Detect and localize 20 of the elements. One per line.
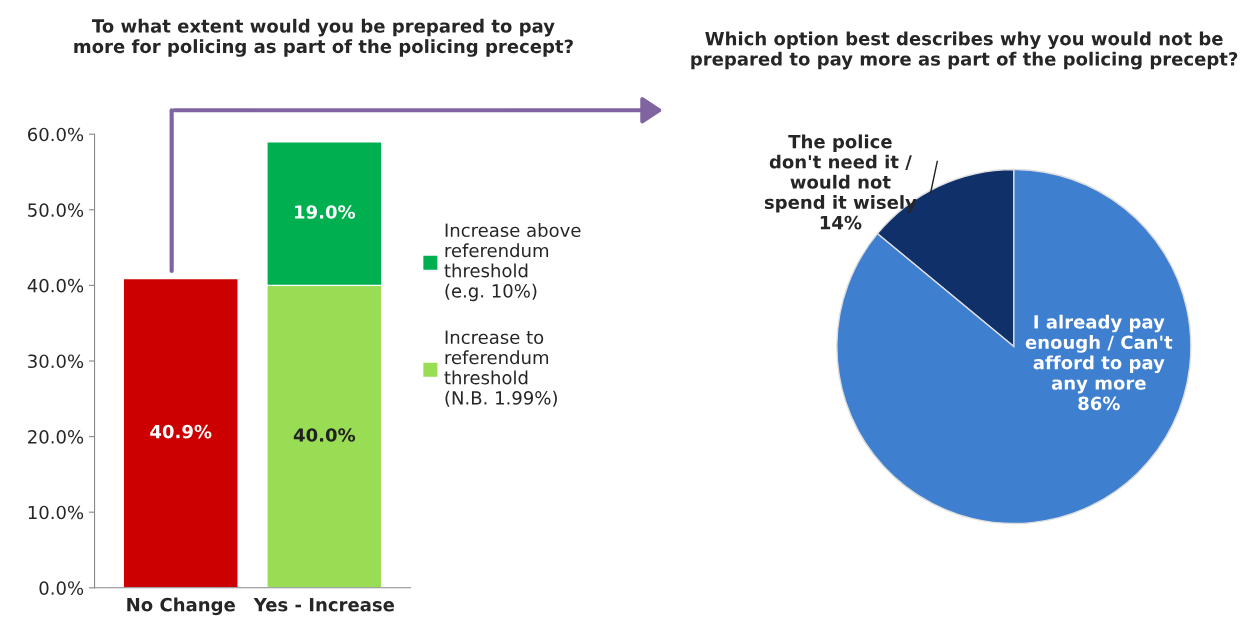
chart-title: To what extent would you be prepared to pay more for policing as part of the policing precept? <box>74 18 573 57</box>
data-label: 40.0% <box>293 428 356 442</box>
y-tick-label: 50.0% <box>28 203 84 217</box>
data-label: 19.0% <box>295 205 356 219</box>
y-tick-label: 40.0% <box>27 278 84 293</box>
y-tick-label: 10.0% <box>28 505 84 520</box>
legend-label: Increase to referendum threshold (N.B. 1.99%) <box>444 330 557 407</box>
data-label: 86% <box>1078 396 1120 411</box>
y-tick-label: 30.0% <box>28 354 84 369</box>
chart-title: Which option best describes why you would not be prepared to pay more as part of the policing precept? <box>691 31 1238 70</box>
x-tick-label: No Change <box>127 597 235 616</box>
x-tick-label: Yes - Increase <box>253 598 395 612</box>
data-label: 40.9% <box>150 424 212 439</box>
data-label: 14% <box>820 215 862 230</box>
bar <box>122 277 239 588</box>
slice-label: I already pay enough / Can't afford to pay any more <box>1025 314 1173 394</box>
y-tick-label: 60.0% <box>28 127 84 142</box>
y-tick-label: 0.0% <box>39 581 84 595</box>
y-tick-label: 20.0% <box>28 430 84 444</box>
legend-label: Increase above referendum threshold (e.g. 10%) <box>444 223 581 302</box>
